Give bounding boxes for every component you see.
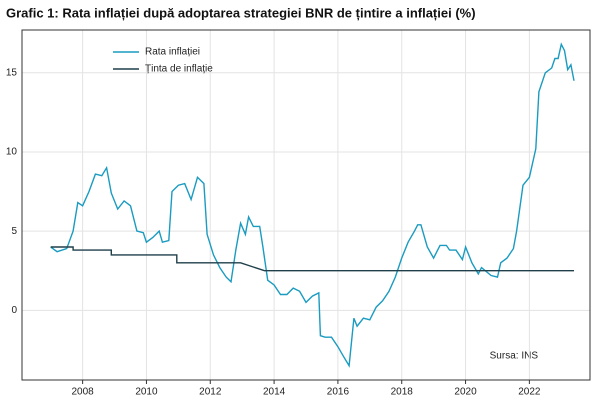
chart-title: Grafic 1: Rata inflației după adoptarea … (6, 5, 476, 20)
x-tick-label: 2020 (454, 387, 477, 398)
plot-frame (21, 29, 591, 381)
y-tick-label: 0 (11, 305, 17, 316)
legend-label: Rata inflației (145, 47, 200, 58)
x-tick-label: 2010 (135, 387, 158, 398)
y-tick-label: 5 (11, 226, 17, 237)
legend-label: Ținta de inflație (145, 64, 213, 75)
x-tick-label: 2022 (518, 387, 541, 398)
x-tick-label: 2008 (72, 387, 95, 398)
x-tick-label: 2012 (199, 387, 222, 398)
x-tick-label: 2014 (263, 387, 286, 398)
y-tick-label: 15 (6, 67, 18, 78)
source-note: Sursa: INS (490, 351, 539, 362)
x-tick-label: 2016 (327, 387, 350, 398)
y-tick-label: 10 (6, 147, 18, 158)
series-line (50, 42, 575, 368)
series-line (50, 246, 574, 272)
x-tick-label: 2018 (391, 387, 414, 398)
